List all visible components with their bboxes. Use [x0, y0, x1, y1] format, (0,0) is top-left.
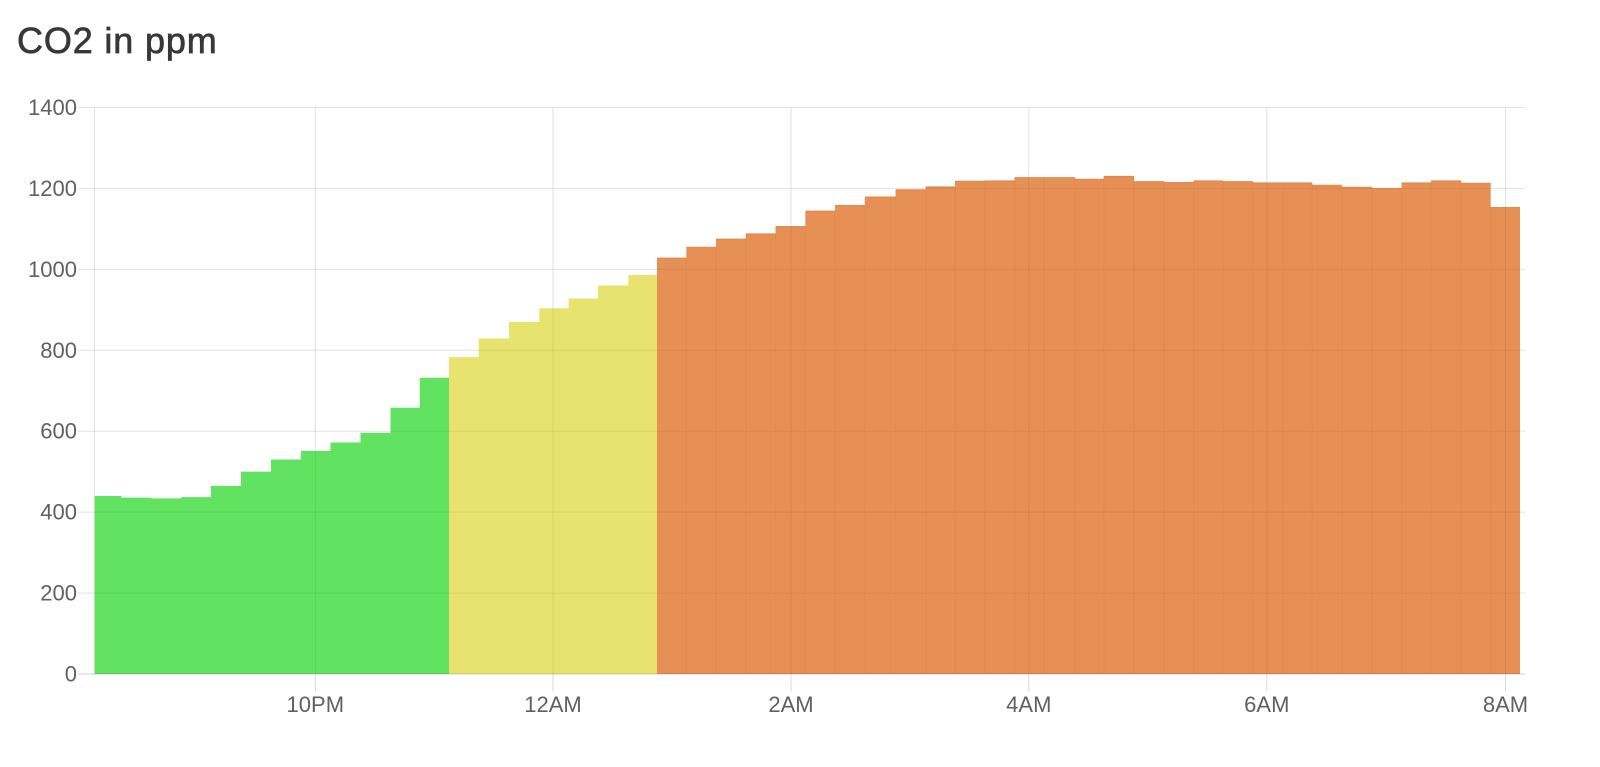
svg-text:6AM: 6AM — [1244, 692, 1289, 717]
svg-text:200: 200 — [40, 581, 77, 606]
svg-text:0: 0 — [65, 662, 77, 687]
svg-text:10PM: 10PM — [287, 692, 344, 717]
svg-text:1200: 1200 — [28, 176, 77, 201]
svg-text:400: 400 — [40, 500, 77, 525]
svg-text:2AM: 2AM — [768, 692, 813, 717]
svg-text:8AM: 8AM — [1483, 692, 1528, 717]
svg-text:12AM: 12AM — [524, 692, 581, 717]
svg-text:1000: 1000 — [28, 257, 77, 282]
svg-text:1400: 1400 — [28, 95, 77, 120]
svg-text:800: 800 — [40, 338, 77, 363]
svg-text:600: 600 — [40, 419, 77, 444]
svg-text:4AM: 4AM — [1006, 692, 1051, 717]
